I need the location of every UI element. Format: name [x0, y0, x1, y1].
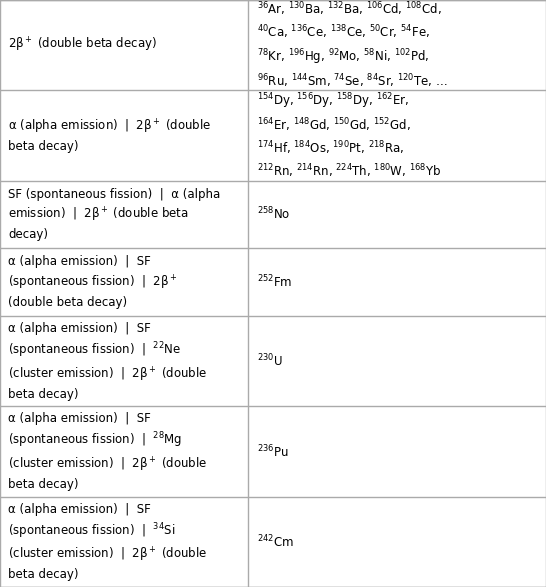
Text: $^{154}$Dy, $^{156}$Dy, $^{158}$Dy, $^{162}$Er,
$^{164}$Er, $^{148}$Gd, $^{150}$: $^{154}$Dy, $^{156}$Dy, $^{158}$Dy, $^{1… [257, 91, 441, 180]
Text: α (alpha emission)  |  SF
(spontaneous fission)  |  $^{34}$Si
(cluster emission): α (alpha emission) | SF (spontaneous fis… [8, 502, 207, 581]
Text: 2β$^+$ (double beta decay): 2β$^+$ (double beta decay) [8, 36, 157, 55]
Text: $^{252}$Fm: $^{252}$Fm [257, 274, 292, 291]
Text: $^{36}$Ar, $^{130}$Ba, $^{132}$Ba, $^{106}$Cd, $^{108}$Cd,
$^{40}$Ca, $^{136}$Ce: $^{36}$Ar, $^{130}$Ba, $^{132}$Ba, $^{10… [257, 1, 447, 90]
Text: SF (spontaneous fission)  |  α (alpha
emission)  |  2β$^+$ (double beta
decay): SF (spontaneous fission) | α (alpha emis… [8, 188, 221, 241]
Text: $^{236}$Pu: $^{236}$Pu [257, 443, 288, 460]
Text: $^{258}$No: $^{258}$No [257, 206, 290, 223]
Text: $^{242}$Cm: $^{242}$Cm [257, 534, 294, 550]
Text: α (alpha emission)  |  SF
(spontaneous fission)  |  $^{22}$Ne
(cluster emission): α (alpha emission) | SF (spontaneous fis… [8, 322, 207, 400]
Text: $^{230}$U: $^{230}$U [257, 353, 282, 370]
Text: α (alpha emission)  |  SF
(spontaneous fission)  |  $^{28}$Mg
(cluster emission): α (alpha emission) | SF (spontaneous fis… [8, 412, 207, 491]
Text: α (alpha emission)  |  2β$^+$ (double
beta decay): α (alpha emission) | 2β$^+$ (double beta… [8, 118, 211, 153]
Text: α (alpha emission)  |  SF
(spontaneous fission)  |  2β$^+$
(double beta decay): α (alpha emission) | SF (spontaneous fis… [8, 255, 177, 309]
